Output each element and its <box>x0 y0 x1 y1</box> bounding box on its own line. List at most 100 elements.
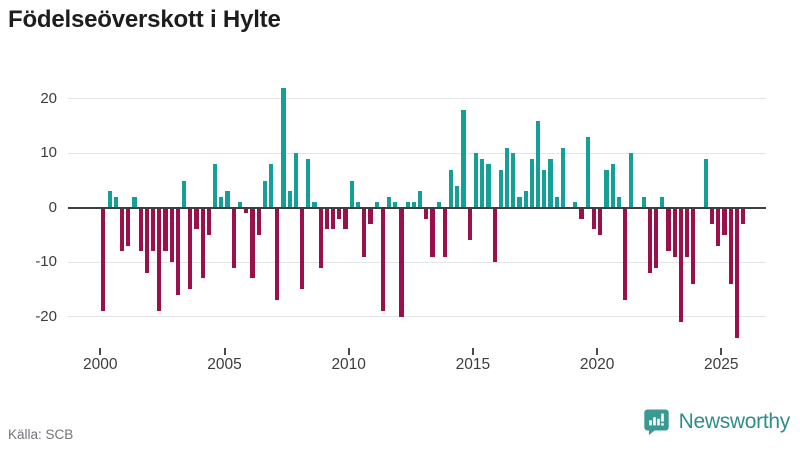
bar <box>355 202 361 208</box>
bar <box>231 207 236 268</box>
bar <box>486 164 491 208</box>
bar <box>480 158 485 208</box>
x-axis-tick <box>99 348 102 355</box>
gridline <box>68 98 766 100</box>
bar <box>182 180 187 208</box>
gridline <box>68 316 766 318</box>
bar <box>591 207 597 230</box>
x-axis-tick <box>471 348 474 355</box>
bar <box>206 207 212 235</box>
bar <box>380 207 385 312</box>
bar <box>107 191 112 208</box>
bar <box>287 191 292 208</box>
bar <box>430 207 435 257</box>
bar <box>362 207 367 257</box>
bar <box>262 180 267 208</box>
bar <box>461 109 466 208</box>
bar <box>517 196 522 208</box>
bar <box>436 202 441 208</box>
bar <box>579 207 584 219</box>
bar <box>504 147 510 208</box>
bar <box>150 207 156 252</box>
bar <box>225 191 230 208</box>
bar <box>529 158 534 208</box>
bar <box>175 207 181 295</box>
bar <box>268 164 274 208</box>
gridline <box>68 261 766 263</box>
gridline <box>68 152 766 154</box>
bar <box>101 207 106 312</box>
page-title: Födelseöverskott i Hylte <box>8 6 281 33</box>
bar <box>163 207 168 252</box>
bar <box>200 207 205 279</box>
bar <box>560 147 566 208</box>
bar <box>498 169 503 208</box>
bar <box>449 169 454 208</box>
bar <box>144 207 149 273</box>
bar <box>138 207 143 252</box>
x-axis-tick <box>347 348 350 355</box>
bar <box>281 87 286 208</box>
bar <box>666 207 671 252</box>
bar <box>691 207 696 284</box>
source-caption: Källa: SCB <box>8 427 74 442</box>
bar <box>306 158 311 208</box>
bar <box>473 153 479 208</box>
bar <box>300 207 305 290</box>
bar <box>213 164 218 208</box>
bar <box>119 207 125 252</box>
bar <box>324 207 330 230</box>
bar <box>653 207 659 268</box>
bar <box>455 185 460 208</box>
bar <box>672 207 677 257</box>
bar <box>703 158 708 208</box>
x-axis-label: 2025 <box>704 356 739 373</box>
bar <box>393 202 398 208</box>
y-axis-label: -10 <box>35 253 57 271</box>
bar <box>399 207 404 317</box>
bar <box>424 207 429 219</box>
bar <box>573 202 578 208</box>
bar <box>622 207 628 301</box>
bar <box>467 207 472 241</box>
bar <box>126 207 131 246</box>
x-axis-label: 2020 <box>579 356 615 373</box>
bar <box>405 202 410 208</box>
bar <box>728 207 733 284</box>
bar <box>244 207 249 214</box>
bar <box>331 207 336 230</box>
newsworthy-logo-text: Newsworthy <box>678 409 791 433</box>
x-axis-label: 2000 <box>83 356 118 373</box>
x-axis-label: 2010 <box>331 356 366 373</box>
x-axis-tick <box>596 348 599 355</box>
bar <box>188 207 193 290</box>
y-axis-label: 20 <box>40 89 57 107</box>
bar <box>536 120 541 208</box>
bar <box>604 169 609 208</box>
bar <box>734 207 739 339</box>
bar <box>492 207 497 263</box>
zero-axis-line <box>68 206 766 209</box>
bar <box>237 202 243 208</box>
bar <box>157 207 162 312</box>
bar <box>256 207 261 235</box>
bar <box>523 191 528 208</box>
y-axis-label: 10 <box>40 144 57 162</box>
bar <box>293 153 299 208</box>
bar <box>740 207 746 224</box>
bar <box>113 196 118 208</box>
bar <box>647 207 652 273</box>
bar <box>374 202 379 208</box>
bar <box>709 207 715 224</box>
newsworthy-logo[interactable]: Newsworthy <box>641 406 790 437</box>
bar <box>418 191 423 208</box>
y-axis-label: 0 <box>48 198 57 216</box>
bar <box>442 207 448 257</box>
bar <box>616 196 621 208</box>
bar <box>660 196 665 208</box>
bar <box>194 207 199 230</box>
newsworthy-logo-icon <box>641 406 672 437</box>
bar <box>722 207 727 235</box>
bar <box>610 164 615 208</box>
bar <box>585 136 590 208</box>
